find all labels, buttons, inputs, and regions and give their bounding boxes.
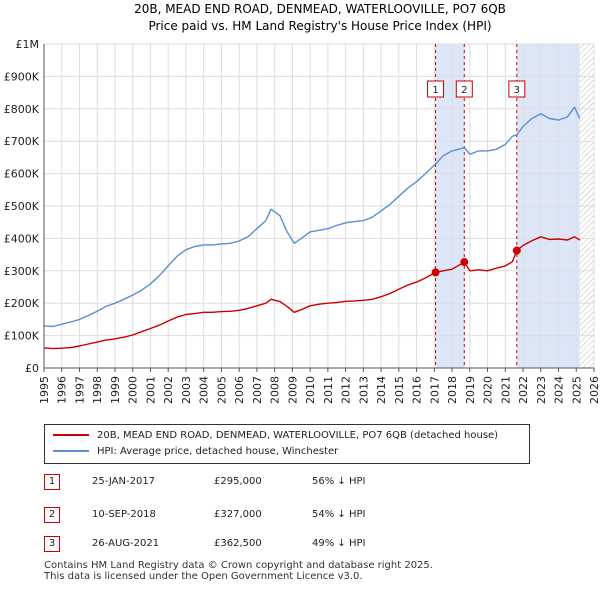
x-tick-label: 2009 [286, 376, 299, 404]
x-tick-label: 2025 [570, 376, 583, 404]
x-tick-label: 2016 [411, 376, 424, 404]
x-tick-label: 1995 [38, 376, 51, 404]
y-tick-label: £600K [4, 168, 40, 181]
x-tick-label: 2026 [588, 376, 600, 404]
y-tick-label: £100K [4, 330, 40, 343]
sale-date: 10-SEP-2018 [92, 509, 156, 520]
sale-point [431, 268, 440, 277]
y-tick-label: £400K [4, 232, 40, 245]
sale-date: 25-JAN-2017 [92, 476, 156, 487]
sale-hpi: 54% ↓ HPI [312, 509, 366, 520]
x-tick-label: 2003 [180, 376, 193, 404]
x-tick-label: 2007 [251, 376, 264, 404]
x-tick-label: 2001 [144, 376, 157, 404]
x-tick-label: 2006 [233, 376, 246, 404]
x-tick-label: 2024 [553, 376, 566, 404]
legend-label-price: 20B, MEAD END ROAD, DENMEAD, WATERLOOVIL… [97, 430, 499, 441]
y-tick-label: £800K [4, 103, 40, 116]
x-tick-label: 2020 [482, 376, 495, 404]
price-paid-line [43, 236, 581, 350]
sale-marker-box [455, 80, 473, 98]
x-tick-label: 2010 [304, 376, 317, 404]
sale-marker-label: 2 [461, 85, 467, 96]
x-tick-label: 2000 [127, 376, 140, 404]
chart-subtitle: Price paid vs. HM Land Registry's House … [148, 19, 491, 33]
sale-badge: 2 [44, 507, 60, 523]
y-tick-label: £1M [16, 38, 40, 51]
y-tick-label: £900K [4, 70, 40, 83]
hpi-line [43, 106, 581, 328]
y-tick-label: £300K [4, 265, 40, 278]
licence-line: This data is licensed under the Open Gov… [44, 571, 363, 582]
legend-label-hpi: HPI: Average price, detached house, Winc… [97, 446, 339, 457]
sale-hpi: 49% ↓ HPI [312, 538, 366, 549]
y-tick-label: £700K [4, 135, 40, 148]
sale-point [512, 246, 521, 255]
x-tick-label: 2011 [322, 376, 335, 404]
sale-marker-box [427, 80, 445, 98]
x-tick-label: 2004 [198, 376, 211, 404]
x-tick-label: 1998 [91, 376, 104, 404]
x-tick-label: 2018 [446, 376, 459, 404]
sale-marker-box [508, 80, 526, 98]
x-tick-label: 2023 [535, 376, 548, 404]
table-row: 2 10-SEP-2018 £327,000 54% ↓ HPI [44, 506, 464, 524]
x-tick-label: 2012 [340, 376, 353, 404]
legend: 20B, MEAD END ROAD, DENMEAD, WATERLOOVIL… [44, 424, 530, 464]
x-tick-label: 1999 [109, 376, 122, 404]
legend-swatch-hpi [53, 450, 89, 452]
x-tick-label: 1997 [73, 376, 86, 404]
footer: Contains HM Land Registry data © Crown c… [44, 560, 433, 582]
sale-price: £362,500 [214, 538, 262, 549]
sale-badge: 1 [44, 474, 60, 490]
x-tick-label: 1996 [56, 376, 69, 404]
sale-marker-label: 3 [514, 85, 520, 96]
price-chart: 20B, MEAD END ROAD, DENMEAD, WATERLOOVIL… [4, 2, 600, 404]
sale-price: £327,000 [214, 509, 262, 520]
table-row: 3 26-AUG-2021 £362,500 49% ↓ HPI [44, 535, 464, 553]
x-tick-label: 2005 [215, 376, 228, 404]
x-tick-label: 2017 [428, 376, 441, 404]
x-tick-label: 2021 [499, 376, 512, 404]
copyright-line: Contains HM Land Registry data © Crown c… [44, 560, 433, 571]
sale-hpi: 56% ↓ HPI [312, 476, 366, 487]
x-tick-label: 2022 [517, 376, 530, 404]
x-tick-label: 2013 [357, 376, 370, 404]
y-tick-label: £200K [4, 297, 40, 310]
x-tick-label: 2002 [162, 376, 175, 404]
y-tick-label: £500K [4, 200, 40, 213]
legend-swatch-price [53, 434, 89, 436]
sale-marker-label: 1 [432, 85, 438, 96]
sale-point [460, 258, 469, 267]
y-tick-label: £0 [25, 362, 39, 375]
x-tick-label: 2014 [375, 376, 388, 404]
legend-item-hpi: HPI: Average price, detached house, Winc… [53, 445, 338, 459]
x-tick-label: 2015 [393, 376, 406, 404]
sale-badge: 3 [44, 536, 60, 552]
x-tick-label: 2019 [464, 376, 477, 404]
legend-item-price: 20B, MEAD END ROAD, DENMEAD, WATERLOOVIL… [53, 429, 498, 443]
sale-price: £295,000 [214, 476, 262, 487]
chart-title: 20B, MEAD END ROAD, DENMEAD, WATERLOOVIL… [134, 2, 506, 16]
table-row: 1 25-JAN-2017 £295,000 56% ↓ HPI [44, 473, 464, 491]
x-tick-label: 2008 [269, 376, 282, 404]
sale-date: 26-AUG-2021 [92, 538, 160, 549]
